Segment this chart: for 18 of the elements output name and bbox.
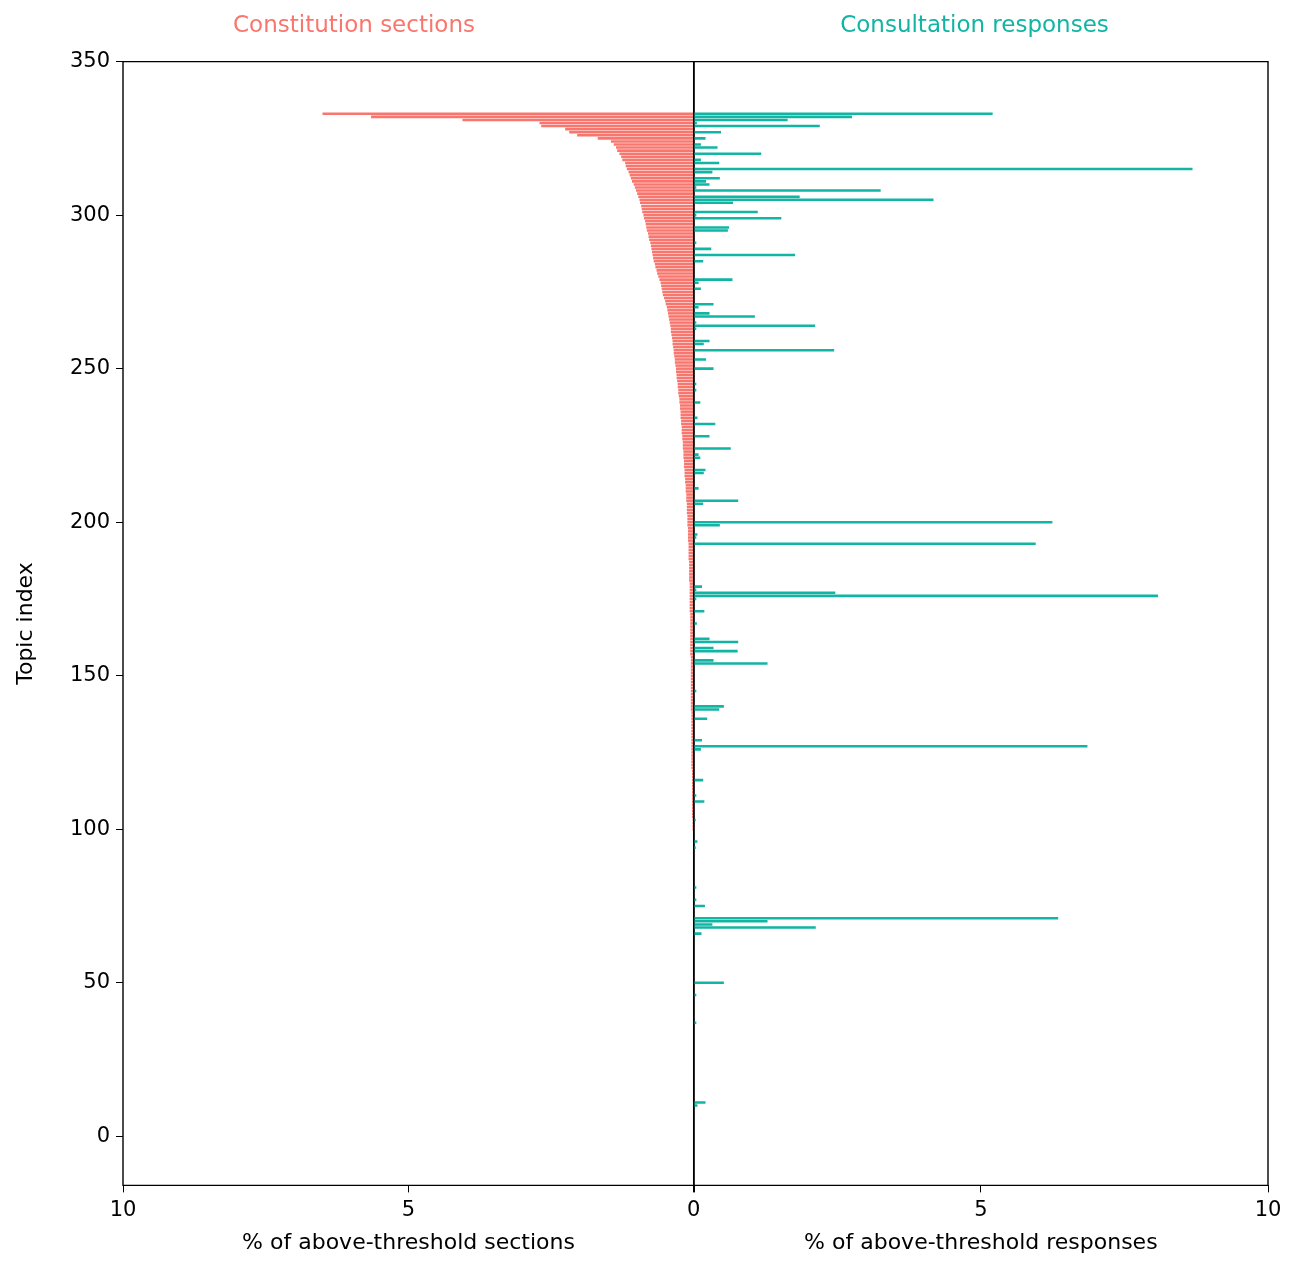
x-tick-label: 5 — [974, 1197, 988, 1222]
x-axis-title: % of above-threshold responses — [804, 1228, 1158, 1254]
y-tick-label: 350 — [69, 48, 110, 73]
x-axis-title: % of above-threshold sections — [242, 1228, 575, 1254]
x-tick-label: 10 — [1254, 1197, 1282, 1222]
y-tick-label: 0 — [96, 1122, 110, 1147]
x-tick-label: 10 — [109, 1197, 137, 1222]
y-tick-label: 300 — [69, 201, 110, 226]
y-tick-label: 200 — [69, 508, 110, 533]
x-tick-label: 0 — [687, 1197, 701, 1222]
y-tick-label: 100 — [69, 815, 110, 840]
chart-title: Constitution sections — [233, 10, 475, 37]
y-tick-label: 50 — [83, 969, 110, 994]
y-tick-label: 250 — [69, 355, 110, 380]
chart-title: Consultation responses — [840, 10, 1110, 37]
x-tick-label: 5 — [401, 1197, 416, 1222]
y-axis-title: Topic index — [11, 562, 37, 686]
y-tick-label: 150 — [69, 662, 110, 687]
